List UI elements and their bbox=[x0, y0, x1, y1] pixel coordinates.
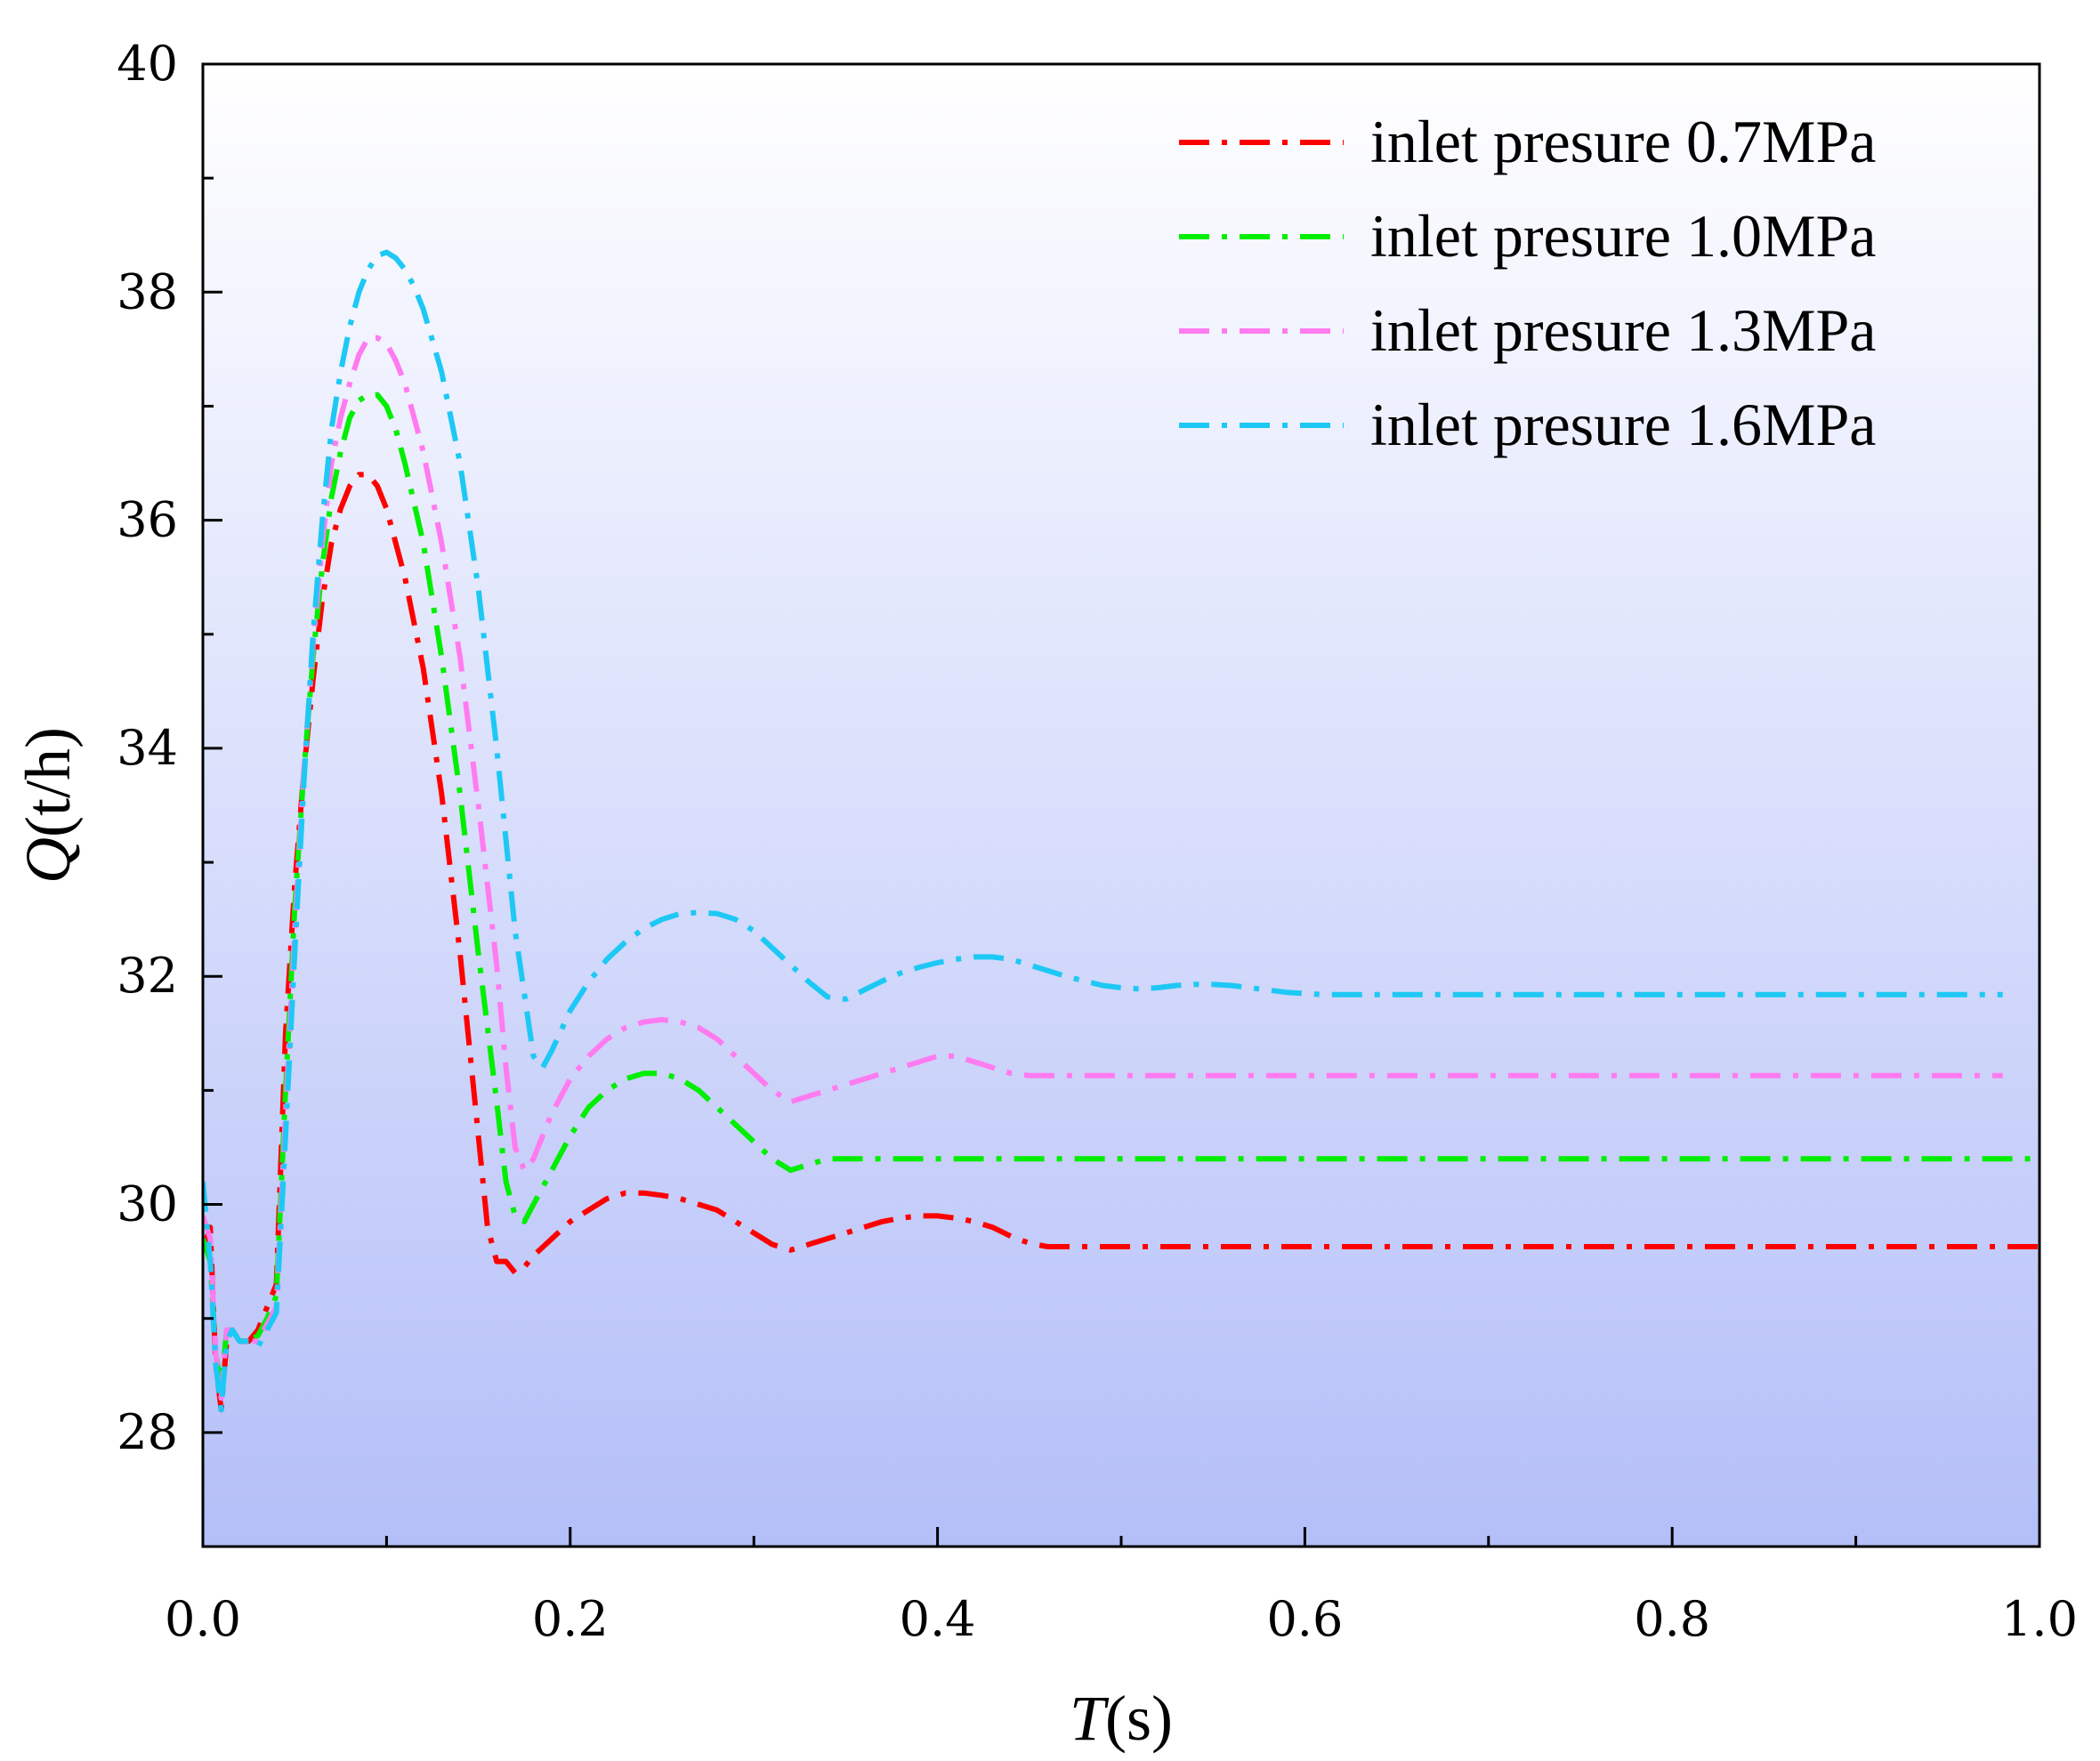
x-tick-label: 1.0 bbox=[2001, 1591, 2078, 1647]
plot-area-background bbox=[203, 64, 2039, 1547]
legend-label-1: inlet presure 0.7MPa bbox=[1370, 108, 1876, 175]
series-line-1 bbox=[203, 472, 2039, 1413]
legend: inlet presure 0.7MPa inlet presure 1.0MPa… bbox=[1179, 108, 1876, 458]
x-tick-label: 0.6 bbox=[1266, 1591, 1343, 1647]
y-tick-label: 34 bbox=[117, 720, 178, 776]
x-tick-label: 0.2 bbox=[532, 1591, 609, 1647]
legend-label-4: inlet presure 1.6MPa bbox=[1370, 391, 1876, 458]
legend-label-2: inlet presure 1.0MPa bbox=[1370, 202, 1876, 270]
x-axis-title: T(s) bbox=[1070, 1683, 1173, 1754]
series-layer bbox=[203, 249, 2039, 1413]
x-tick-label: 0.8 bbox=[1634, 1591, 1710, 1647]
y-tick-label: 30 bbox=[117, 1176, 178, 1232]
y-tick-label: 38 bbox=[117, 263, 178, 319]
y-tick-label: 36 bbox=[117, 492, 178, 548]
y-axis-title: Q(t/h) bbox=[12, 727, 84, 884]
x-tick-label: 0.0 bbox=[165, 1591, 241, 1647]
x-tick-label: 0.4 bbox=[900, 1591, 976, 1647]
y-tick-label: 28 bbox=[117, 1404, 178, 1460]
axis-layer: 0.0 0.2 0.4 0.6 0.8 1.0 28 30 32 34 36 38 40 bbox=[117, 36, 2078, 1647]
y-tick-label: 32 bbox=[117, 948, 178, 1004]
series-line-4 bbox=[203, 249, 2003, 1413]
legend-label-3: inlet presure 1.3MPa bbox=[1370, 296, 1876, 364]
series-line-2 bbox=[203, 392, 2039, 1390]
y-tick-label: 40 bbox=[117, 36, 178, 92]
